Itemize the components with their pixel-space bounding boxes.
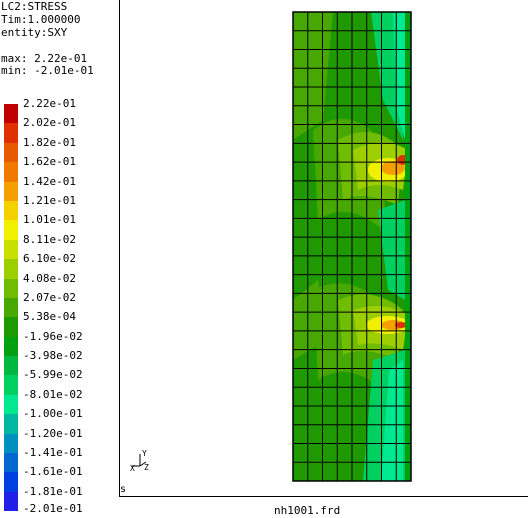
legend-label: 1.82e-01: [23, 135, 76, 149]
legend-swatch: [4, 433, 18, 454]
legend-swatch: [4, 375, 18, 395]
legend-swatch: [4, 220, 18, 240]
load-case-label: LC2:STRESS: [1, 0, 68, 13]
legend-swatch: [4, 414, 18, 434]
legend-label: -1.61e-01: [23, 465, 83, 479]
legend-swatch: [4, 453, 18, 473]
legend-label: 1.62e-01: [23, 155, 76, 169]
legend-label: 2.02e-01: [23, 116, 76, 130]
legend-label: -1.00e-01: [23, 407, 83, 421]
legend-label: -1.81e-01: [23, 484, 83, 498]
legend-swatch: [4, 472, 18, 492]
legend-label: 4.08e-02: [23, 271, 76, 285]
legend-label: -5.99e-02: [23, 368, 83, 382]
stress-hotspot: [381, 161, 405, 175]
legend-swatch: [4, 181, 18, 201]
legend-swatch: [4, 123, 18, 143]
stress-hotspot: [395, 322, 407, 328]
legend-swatch: [4, 278, 18, 298]
legend-label: -1.41e-01: [23, 446, 83, 460]
axis-z-label: Z: [144, 463, 149, 472]
entity-label: entity:SXY: [1, 26, 68, 39]
legend-label: -8.01e-02: [23, 387, 83, 401]
axis-triad-icon: Y X Z: [130, 450, 149, 472]
legend-swatch: [4, 317, 18, 337]
legend-swatch: [4, 394, 18, 415]
viewport-s-label: s: [120, 484, 127, 495]
time-label: Tim:1.000000: [1, 13, 81, 26]
min-value-label: min: -2.01e-01: [1, 64, 94, 77]
legend-swatch: [4, 491, 18, 512]
legend-swatch: [4, 104, 18, 124]
legend-label: -3.98e-02: [23, 349, 83, 363]
model-viewport[interactable]: [119, 0, 528, 497]
legend-label: 1.42e-01: [23, 174, 76, 188]
axis-x-label: X: [130, 464, 135, 472]
max-value-label: max: 2.22e-01: [1, 52, 88, 65]
legend-label: -1.20e-01: [23, 426, 83, 440]
file-name-label: nh1001.frd: [274, 504, 341, 517]
legend-label: 5.38e-04: [23, 310, 76, 324]
legend-label: 6.10e-02: [23, 252, 76, 266]
legend-swatch: [4, 356, 18, 376]
legend-label: -2.01e-01: [23, 502, 83, 515]
legend-swatch: [4, 162, 18, 182]
legend-swatch: [4, 239, 18, 260]
legend-swatch: [4, 200, 18, 221]
axis-y-label: Y: [142, 450, 147, 458]
mesh-outline: [292, 11, 412, 482]
legend-swatch: [4, 336, 18, 357]
legend-label: 8.11e-02: [23, 232, 76, 246]
legend-label: 1.21e-01: [23, 193, 76, 207]
legend-swatch: [4, 297, 18, 318]
legend-label: 1.01e-01: [23, 213, 76, 227]
legend-label: 2.07e-02: [23, 290, 76, 304]
legend-swatch: [4, 142, 18, 163]
legend-label: 2.22e-01: [23, 97, 76, 110]
legend-label: -1.96e-02: [23, 329, 83, 343]
legend-swatch: [4, 259, 18, 279]
contour-band: [405, 12, 411, 481]
contour-band: [381, 360, 403, 481]
fem-mesh[interactable]: [120, 0, 529, 497]
